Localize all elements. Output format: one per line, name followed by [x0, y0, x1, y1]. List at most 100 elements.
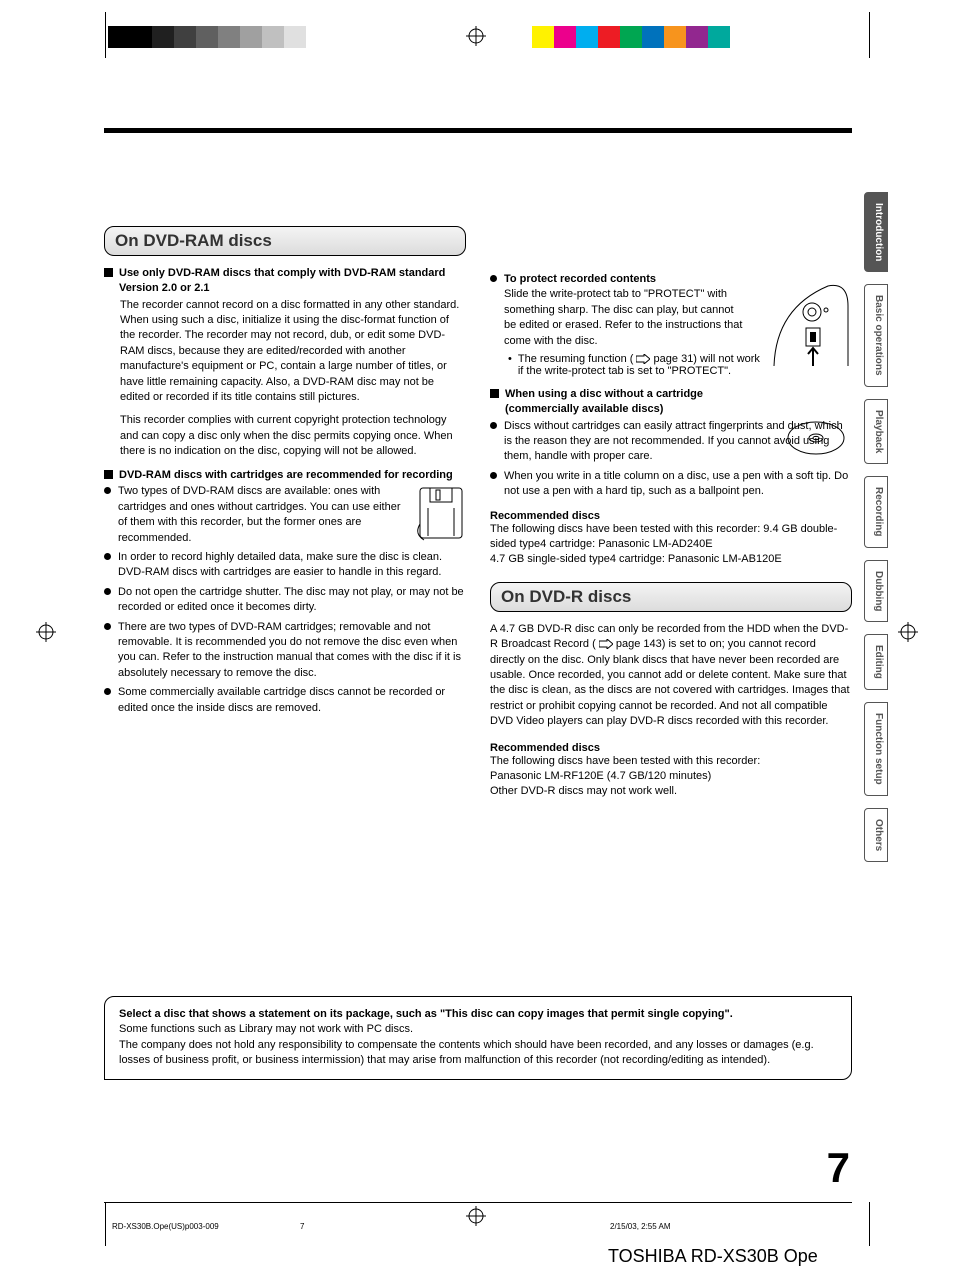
- page-ref-icon: [636, 354, 650, 364]
- bullet-item: Do not open the cartridge shutter. The d…: [104, 585, 466, 616]
- swatch: [532, 26, 554, 48]
- bullet-dot-icon: [490, 275, 497, 282]
- footer-title: TOSHIBA RD-XS30B Ope: [608, 1246, 818, 1267]
- cartridge-figure: [416, 486, 466, 542]
- bullet-text: Some commercially available cartridge di…: [118, 685, 466, 716]
- registration-mark-icon: [466, 26, 486, 46]
- subheading: DVD-RAM discs with cartridges are recomm…: [104, 468, 466, 483]
- footer-date: 2/15/03, 2:55 AM: [610, 1222, 671, 1231]
- swatch: [598, 26, 620, 48]
- recommended-heading: Recommended discs: [490, 742, 852, 754]
- dash-icon: •: [508, 353, 512, 377]
- swatch: [686, 26, 708, 48]
- registration-mark-icon: [898, 622, 918, 642]
- bullet-text: Do not open the cartridge shutter. The d…: [118, 585, 466, 616]
- swatch: [240, 26, 262, 48]
- footer-rule: [104, 1202, 852, 1203]
- bullet-dot-icon: [104, 623, 111, 630]
- section-tab[interactable]: Playback: [864, 399, 888, 464]
- crop-line: [105, 1202, 106, 1246]
- swatch: [708, 26, 730, 48]
- footer-filename: RD-XS30B.Ope(US)p003-009: [112, 1222, 219, 1231]
- disc-figure: [786, 418, 846, 458]
- color-swatches: [532, 26, 730, 48]
- registration-mark-icon: [466, 1206, 486, 1226]
- bullet-text: Two types of DVD-RAM discs are available…: [118, 484, 410, 546]
- bold-label: To protect recorded contents: [504, 273, 656, 285]
- swatch: [152, 26, 174, 48]
- recommended-heading: Recommended discs: [490, 510, 852, 522]
- crop-line: [105, 12, 106, 58]
- square-bullet-icon: [104, 470, 113, 479]
- section-tab[interactable]: Basic operations: [864, 284, 888, 387]
- section-tab[interactable]: Editing: [864, 634, 888, 690]
- swatch: [576, 26, 598, 48]
- swatch: [262, 26, 284, 48]
- section-tabs: Introduction Basic operations Playback Reco…: [864, 192, 888, 862]
- text-fragment: The resuming function (: [518, 353, 634, 365]
- swatch: [108, 26, 130, 48]
- swatch: [174, 26, 196, 48]
- swatch: [642, 26, 664, 48]
- section-tab[interactable]: Function setup: [864, 702, 888, 796]
- left-column: On DVD-RAM discs Use only DVD-RAM discs …: [104, 160, 466, 800]
- bullet-dot-icon: [104, 553, 111, 560]
- square-bullet-icon: [490, 389, 499, 398]
- subheading: Use only DVD-RAM discs that comply with …: [104, 266, 466, 296]
- subheading-text: When using a disc without a cartridge (c…: [505, 387, 730, 417]
- paragraph: Other DVD-R discs may not work well.: [490, 784, 852, 799]
- bullet-item: Two types of DVD-RAM discs are available…: [104, 484, 410, 546]
- header-rule: [104, 128, 852, 133]
- section-tab[interactable]: Introduction: [864, 192, 888, 272]
- page-ref-icon: [599, 639, 613, 649]
- registration-mark-icon: [36, 622, 56, 642]
- bullet-item: Some commercially available cartridge di…: [104, 685, 466, 716]
- disclaimer-box: Select a disc that shows a statement on …: [104, 996, 852, 1080]
- crop-line: [869, 1202, 870, 1246]
- section-tab[interactable]: Others: [864, 808, 888, 862]
- paragraph: The following discs have been tested wit…: [490, 754, 852, 769]
- paragraph: The recorder cannot record on a disc for…: [120, 298, 466, 406]
- bullet-dot-icon: [104, 487, 111, 494]
- bullet-dot-icon: [490, 422, 497, 429]
- bullet-dot-icon: [104, 588, 111, 595]
- disclaimer-line: The company does not hold any responsibi…: [119, 1039, 814, 1066]
- swatch: [130, 26, 152, 48]
- paragraph: Slide the write-protect tab to "PROTECT"…: [504, 288, 742, 346]
- bullet-item: When you write in a title column on a di…: [490, 469, 852, 500]
- bullet-item: There are two types of DVD-RAM cartridge…: [104, 620, 466, 682]
- page-number: 7: [827, 1144, 850, 1192]
- crop-line: [869, 12, 870, 58]
- footer-page: 7: [300, 1222, 304, 1231]
- subheading: When using a disc without a cartridge (c…: [490, 387, 730, 417]
- paragraph: The following discs have been tested wit…: [490, 522, 852, 553]
- bullet-item: In order to record highly detailed data,…: [104, 550, 466, 581]
- disclaimer-line: Some functions such as Library may not w…: [119, 1023, 413, 1035]
- swatch: [620, 26, 642, 48]
- section-tab[interactable]: Dubbing: [864, 560, 888, 623]
- right-column: To protect recorded contents Slide the w…: [490, 160, 852, 800]
- bullet-text: There are two types of DVD-RAM cartridge…: [118, 620, 466, 682]
- swatch: [218, 26, 240, 48]
- section-heading-dvdr: On DVD-R discs: [490, 582, 852, 612]
- bullet-text: In order to record highly detailed data,…: [118, 550, 466, 581]
- paragraph: 4.7 GB single-sided type4 cartridge: Pan…: [490, 552, 852, 567]
- subheading-text: Use only DVD-RAM discs that comply with …: [119, 266, 466, 296]
- bullet-text: When you write in a title column on a di…: [504, 469, 852, 500]
- paragraph: This recorder complies with current copy…: [120, 413, 466, 459]
- swatch: [664, 26, 686, 48]
- swatch: [196, 26, 218, 48]
- sub-bullet: • The resuming function ( page 31) will …: [508, 353, 768, 377]
- section-heading-dvdram: On DVD-RAM discs: [104, 226, 466, 256]
- disclaimer-bold: Select a disc that shows a statement on …: [119, 1008, 733, 1020]
- bullet-dot-icon: [490, 472, 497, 479]
- swatch: [284, 26, 306, 48]
- section-tab[interactable]: Recording: [864, 476, 888, 547]
- paragraph: A 4.7 GB DVD-R disc can only be recorded…: [490, 622, 852, 730]
- bullet-dot-icon: [104, 688, 111, 695]
- disc-cartridge-figure: [772, 282, 850, 368]
- square-bullet-icon: [104, 268, 113, 277]
- swatch: [554, 26, 576, 48]
- grayscale-swatches: [108, 26, 306, 48]
- text-fragment: page 143) is set to on; you cannot recor…: [490, 638, 850, 727]
